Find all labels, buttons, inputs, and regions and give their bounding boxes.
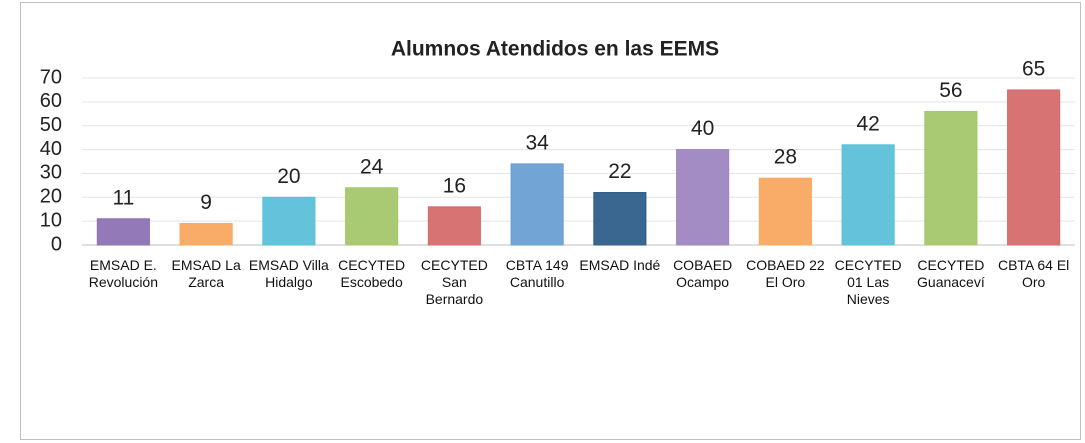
bar	[427, 206, 481, 246]
x-tick-label: CECYTED Guanaceví	[917, 257, 985, 290]
x-tick-label: EMSAD Villa Hidalgo	[248, 257, 329, 290]
chart-frame	[20, 2, 1081, 440]
bar	[593, 192, 647, 246]
data-label: 65	[1022, 57, 1045, 80]
data-label: 40	[691, 117, 714, 140]
data-label: 28	[774, 146, 797, 169]
data-label: 24	[360, 155, 384, 178]
y-tick-label: 40	[40, 138, 62, 160]
x-tick-label: EMSAD La Zarca	[171, 257, 241, 290]
bar	[510, 163, 564, 246]
bar	[345, 187, 399, 246]
bar	[924, 110, 978, 246]
x-tick-label: EMSAD E. Revolución	[88, 257, 158, 290]
y-tick-label: 50	[40, 114, 62, 136]
bar	[1007, 89, 1061, 246]
y-tick-label: 20	[40, 186, 62, 208]
x-tick-label: COBAED Ocampo	[673, 257, 733, 290]
x-tick-label: COBAED 22 El Oro	[746, 257, 825, 290]
data-label: 56	[939, 79, 962, 102]
y-tick-label: 0	[51, 233, 62, 255]
data-label: 9	[200, 191, 212, 214]
data-label: 16	[443, 174, 466, 197]
y-tick-label: 30	[40, 162, 62, 184]
y-tick-label: 70	[40, 66, 62, 88]
y-tick-label: 60	[40, 90, 62, 112]
bar	[758, 177, 812, 246]
x-tick-label: CECYTED 01 Las Nieves	[834, 257, 902, 307]
chart-title: Alumnos Atendidos en las EEMS	[391, 38, 719, 61]
data-label: 34	[525, 131, 549, 154]
x-tick-label: CBTA 149 Canutillo	[505, 257, 569, 290]
data-label: 20	[277, 165, 300, 188]
x-tick-label: CECYTED Escobedo	[338, 257, 406, 290]
x-tick-label: CBTA 64 El Oro	[997, 257, 1070, 290]
data-label: 11	[112, 186, 134, 209]
data-label: 42	[856, 112, 879, 135]
bar	[262, 196, 316, 246]
bar	[676, 149, 730, 246]
x-tick-label: CECYTED San Bernardo	[420, 257, 488, 307]
x-tick-label: EMSAD Indé	[579, 257, 661, 273]
bar	[96, 218, 150, 246]
y-tick-label: 10	[40, 209, 62, 231]
bar	[841, 144, 895, 246]
bar	[179, 223, 233, 246]
data-label: 22	[608, 160, 631, 183]
